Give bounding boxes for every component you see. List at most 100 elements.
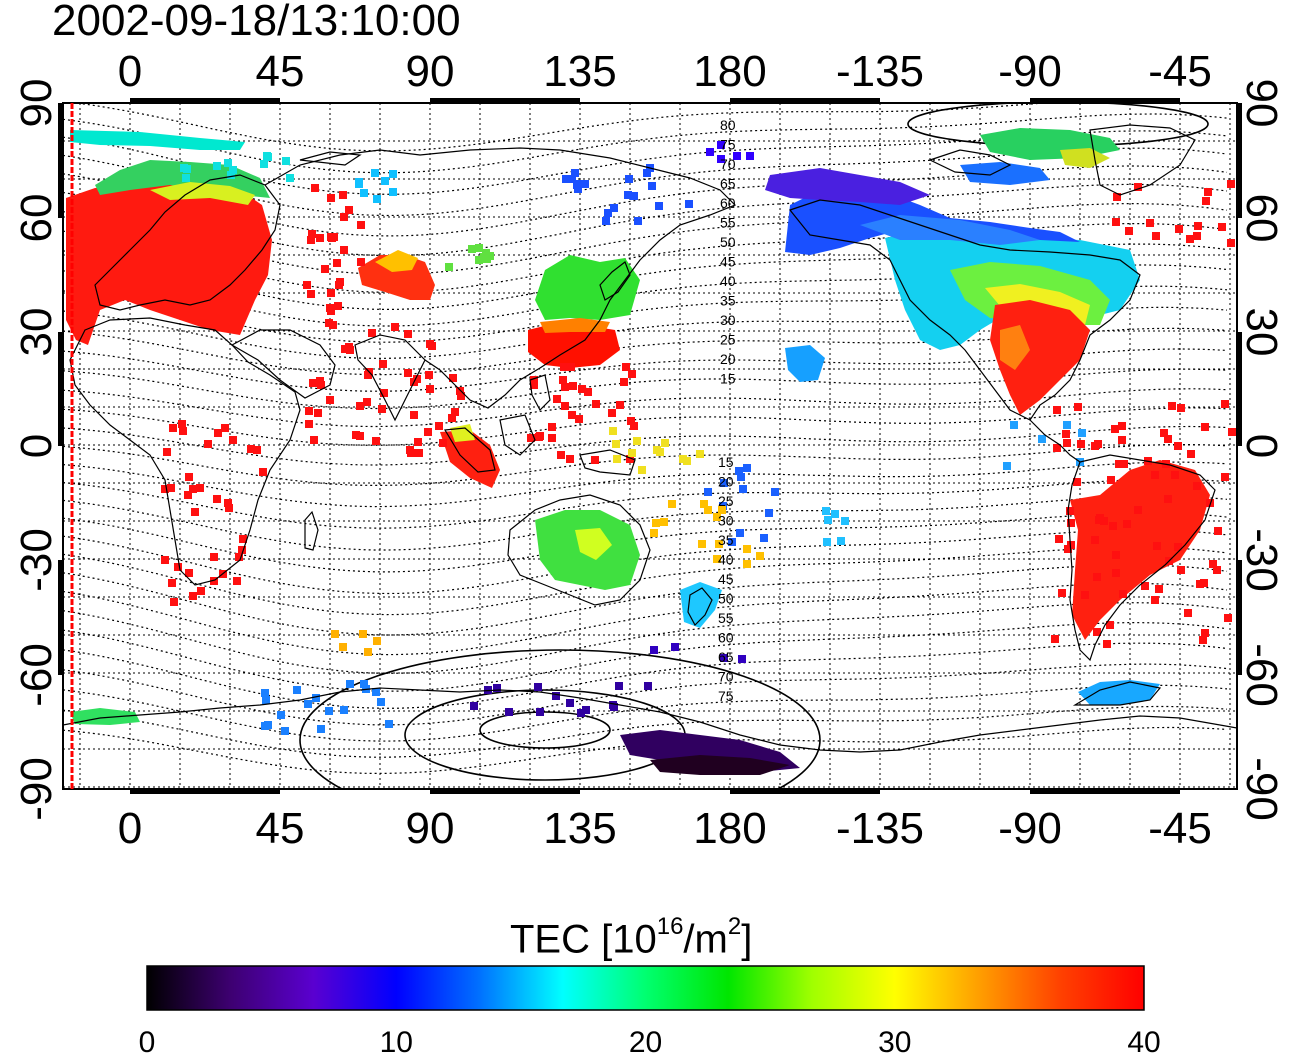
tec-point [609,701,617,709]
tec-point [305,420,313,428]
tec-point [760,534,768,542]
colorbar-tick-label: 20 [629,1026,662,1057]
tec-point [743,464,751,472]
tec-point [1112,218,1120,226]
tec-point [706,148,714,156]
tec-point [1151,471,1159,479]
tec-point [1209,560,1217,568]
bottom-lon-label: 45 [256,804,305,853]
tec-point [668,500,676,508]
tec-point [327,194,335,202]
tec-point [389,188,397,196]
tec-point [189,592,197,600]
tec-point [608,409,616,417]
tec-point [308,230,316,238]
tec-point [486,252,494,260]
tec-point [475,244,483,252]
tec-point [578,385,586,393]
tec-point [182,174,190,182]
tec-point [577,709,585,717]
top-lon-label: 90 [406,47,455,96]
tec-point [1228,428,1236,436]
tec-point [352,431,360,439]
tec-point [1053,406,1061,414]
colorbar-title: TEC [1016/m2] [510,908,752,962]
tec-point [1118,422,1126,430]
tec-point [831,510,839,518]
tec-point [609,427,617,435]
tec-point [333,259,341,267]
tec-point [357,221,365,229]
tec-point [371,169,379,177]
bottom-lon-label: 135 [543,804,616,853]
tec-point [1193,482,1201,490]
tec-point [475,256,483,264]
tec-point [571,169,579,177]
tec-point [536,432,544,440]
contour-label: 35 [718,532,734,548]
tec-point [1112,569,1120,577]
coastline-japan [599,261,631,301]
tec-point [345,343,353,351]
tec-point [1177,404,1185,412]
tec-point [304,700,312,708]
colorbar-tick-label: 10 [380,1026,413,1057]
tec-point [178,420,186,428]
colorbar-tick-label: 40 [1127,1026,1160,1057]
tec-patch-europe [66,178,272,345]
mag-contour [63,202,1228,275]
tec-point [1184,609,1192,617]
tec-point [282,157,290,165]
tec-point [559,376,567,384]
bottom-lon-label: 0 [118,804,142,853]
mag-contour [63,368,1228,410]
tec-point [1221,473,1229,481]
tec-point [765,509,773,517]
tec-patch-south-america [1070,460,1210,640]
tec-point [837,537,845,545]
tec-point [633,437,641,445]
tec-point [671,643,679,651]
tec-point [357,258,365,266]
coastline-africa [69,317,301,586]
tec-point [562,175,570,183]
tec-point [1227,180,1235,188]
tec-point [615,682,623,690]
tec-point [771,488,779,496]
tec-point [1095,516,1103,524]
tec-point [1074,403,1082,411]
tec-point [567,363,575,371]
right-lat-label: 0 [1237,434,1286,458]
tec-point [381,177,389,185]
tec-point [739,485,747,493]
contour-label: 40 [720,273,736,289]
tec-point [428,342,436,350]
tec-patch-antarctic-east-dark [650,755,790,775]
coastline-sumatra [443,427,496,473]
coastline-india [354,334,426,422]
coastline-philippines [529,374,551,411]
tec-point [592,400,600,408]
right-lat-label: 60 [1237,194,1286,243]
contour-label: 65 [720,176,736,192]
tec-point [183,165,191,173]
tec-point [1053,444,1061,452]
tec-point [713,513,721,521]
contour-label: 35 [720,293,736,309]
axis-bar-top [430,98,580,103]
contour-label: 30 [720,312,736,328]
tec-point [167,484,175,492]
bottom-lon-label: -45 [1148,804,1212,853]
tec-point [305,407,313,415]
tec-point [634,217,642,225]
contour-labels: 80 75 70 65 60 55 50 45 40 35 30 25 20 15 15 20 25 30 35 40… [718,117,736,704]
tec-point [439,439,447,447]
tec-point [377,698,385,706]
left-lat-label: -30 [12,528,61,592]
mag-contour [63,425,1228,466]
mag-contour [63,602,1228,674]
tec-point [424,428,432,436]
tec-point [530,376,538,384]
tec-point [213,495,221,503]
tec-point [1193,232,1201,240]
